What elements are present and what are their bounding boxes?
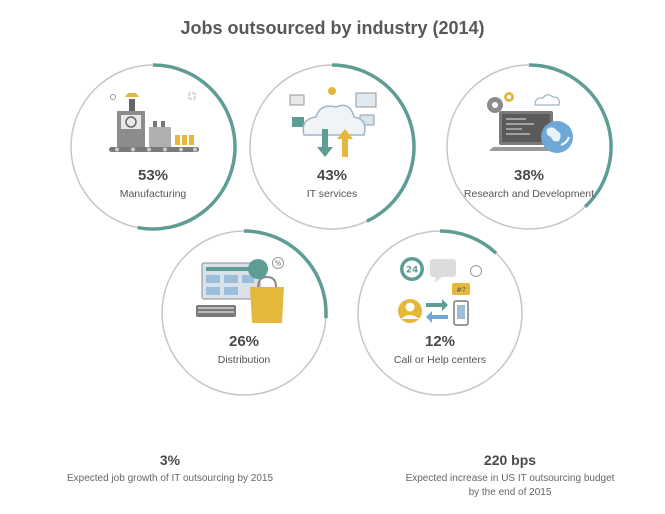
it-services-label: IT services [306,188,358,200]
stat-budget-value: 220 bps [483,452,537,468]
call-centers-circle: 24 #? 12% Call or Help centers [356,229,524,397]
stat-budget-desc-line1: Expected increase in US IT outsourcing b… [405,473,615,484]
chart-title: Jobs outsourced by industry (2014) [180,18,485,38]
svg-text:24: 24 [406,266,419,276]
it-services-ring [249,63,416,230]
call-centers-arc [439,229,498,255]
manufacturing-circle: 53% Manufacturing [69,63,237,231]
manufacturing-arc [137,63,237,231]
svg-text:%: % [275,260,282,268]
distribution-ring [161,229,328,396]
it-services-circle: 43% IT services [248,63,416,231]
manufacturing-ring [70,63,237,231]
call-centers-label: Call or Help centers [393,354,487,366]
research-value: 38% [513,167,545,184]
distribution-label: Distribution [217,354,271,366]
stat-budget-increase: 220 bps Expected increase in US IT outso… [380,452,640,500]
manufacturing-value: 53% [137,167,169,184]
distribution-arc [243,229,328,319]
stat-budget-desc-line2: by the end of 2015 [468,487,552,498]
laptop-globe-icon [487,92,573,153]
research-circle: 38% Research and Development [445,63,613,231]
distribution-value: 26% [228,333,260,350]
manufacturing-label: Manufacturing [119,188,187,200]
stat-job-growth: 3% Expected job growth of IT outsourcing… [40,452,300,486]
research-label: Research and Development [463,188,595,200]
stat-job-growth-value: 3% [159,452,181,468]
it-services-value: 43% [316,167,348,184]
research-ring [446,63,613,230]
it-services-arc [331,63,416,223]
call-center-icon: 24 #? [398,257,482,326]
shopping-icon: % [196,257,284,323]
call-centers-value: 12% [424,333,456,350]
factory-icon [109,92,199,152]
distribution-circle: % 26% Distribution [160,229,328,397]
stat-budget-desc: Expected increase in US IT outsourcing b… [380,472,640,500]
research-arc [528,63,613,209]
cloud-icon [289,87,377,157]
svg-text:#?: #? [456,286,466,294]
stat-job-growth-desc: Expected job growth of IT outsourcing by… [66,473,274,484]
call-centers-ring [357,229,523,396]
